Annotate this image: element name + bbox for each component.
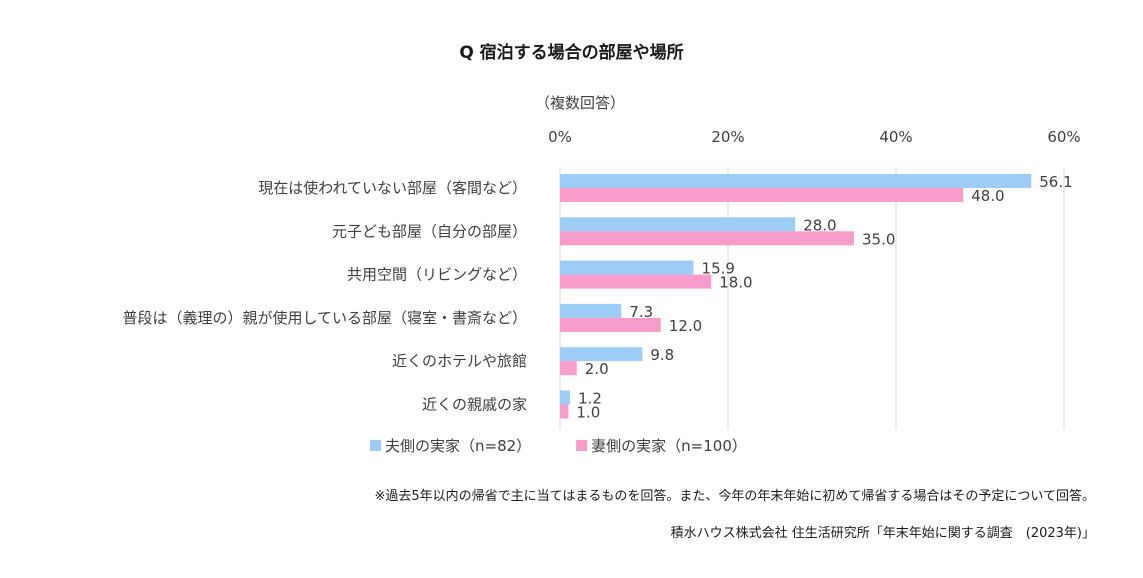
x-tick-label: 40% [879, 128, 912, 146]
source-credit: 積水ハウス株式会社 住生活研究所「年末年始に関する調査 (2023年)」 [670, 526, 1095, 541]
data-label: 56.1 [1039, 173, 1072, 191]
category-label: 近くのホテルや旅館 [392, 352, 527, 370]
data-label: 28.0 [803, 216, 836, 234]
category-label: 現在は使われていない部屋（客間など） [258, 179, 527, 197]
data-label: 48.0 [971, 187, 1004, 205]
bar-husband [560, 390, 571, 405]
axis-note: （複数回答） [535, 94, 626, 112]
chart-title: Q 宿泊する場合の部屋や場所 [459, 43, 684, 63]
x-tick-label: 0% [548, 128, 572, 146]
bar-husband [560, 303, 622, 318]
x-tick-label: 20% [711, 128, 744, 146]
bar-wife [560, 274, 712, 289]
bar-husband [560, 174, 1032, 188]
legend-label: 夫側の実家（n=82） [385, 437, 531, 455]
x-tick-label: 60% [1047, 128, 1080, 146]
data-label: 35.0 [862, 230, 895, 248]
footnote: ※過去5年以内の帰省で主に当てはまるものを回答。また、今年の年末年始に初めて帰省… [374, 489, 1095, 504]
bar-wife [560, 404, 569, 419]
data-label: 2.0 [585, 360, 609, 378]
bar-wife [560, 361, 577, 376]
bar-husband [560, 347, 643, 362]
bar-wife [560, 231, 854, 246]
category-label: 共用空間（リビングなど） [347, 266, 527, 284]
category-label: 近くの親戚の家 [422, 396, 527, 414]
bar-husband [560, 217, 796, 232]
data-label: 12.0 [669, 317, 702, 335]
legend-swatch [576, 440, 588, 451]
legend-swatch [370, 440, 381, 451]
data-label: 15.9 [702, 260, 735, 278]
legend-label: 妻側の実家（n=100） [591, 437, 747, 455]
data-label: 1.0 [576, 404, 600, 422]
category-label: 元子ども部屋（自分の部屋） [332, 222, 527, 240]
data-label: 7.3 [629, 303, 653, 321]
data-label: 1.2 [578, 390, 602, 408]
bar-wife [560, 188, 964, 202]
bar-wife [560, 317, 661, 332]
data-label: 9.8 [650, 346, 674, 364]
data-label: 18.0 [719, 274, 752, 292]
category-label: 普段は（義理の）親が使用している部屋（寝室・書斎など） [122, 309, 527, 327]
bar-husband [560, 260, 694, 275]
